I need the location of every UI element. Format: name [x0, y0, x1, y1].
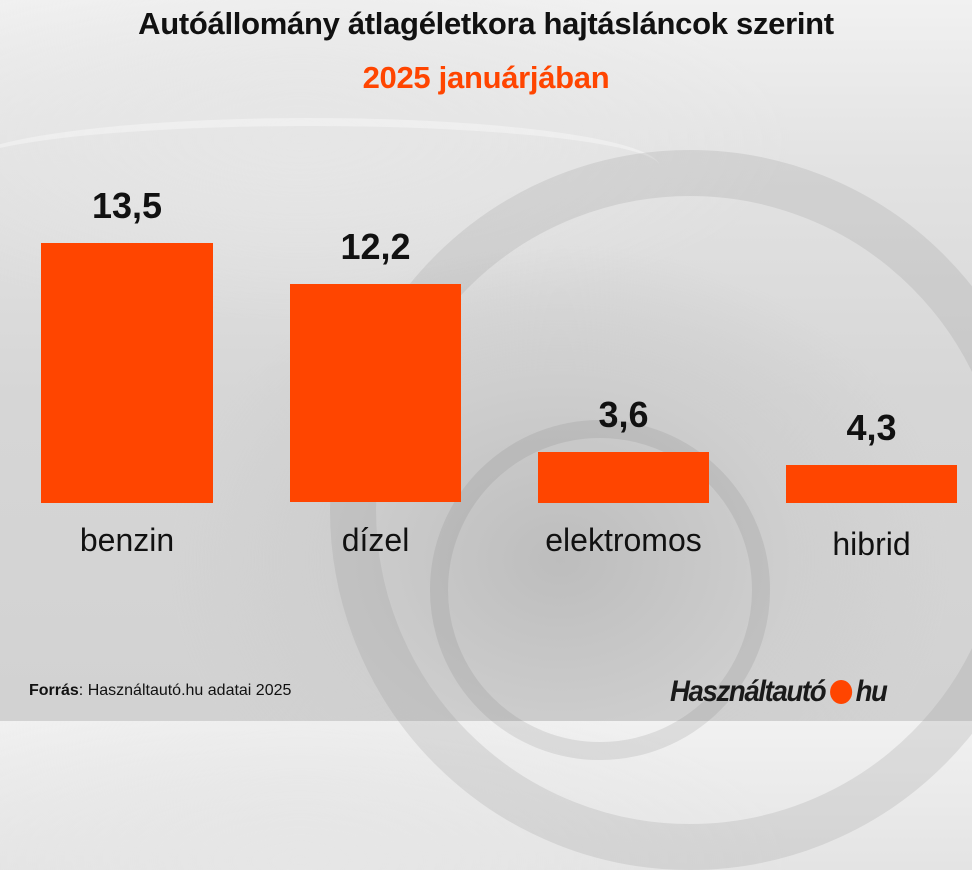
category-label-elektromos: elektromos — [545, 522, 702, 558]
value-label-benzin: 13,5 — [91, 185, 163, 226]
category-label-hibrid: hibrid — [832, 526, 911, 562]
logo-dot-icon — [829, 680, 852, 704]
source-text: : Használtautó.hu adatai 2025 — [78, 682, 292, 699]
category-label-dízel: dízel — [341, 522, 410, 558]
logo-text-left: Használtautó — [670, 675, 827, 708]
bar-elektromos — [538, 452, 709, 503]
chart-subtitle: 2025 januárjában — [362, 60, 610, 95]
logo-text-right: hu — [855, 675, 888, 708]
bar-dízel — [290, 284, 461, 502]
source-label: Forrás — [29, 682, 79, 699]
value-label-hibrid: 4,3 — [846, 407, 897, 448]
bar-hibrid — [786, 465, 957, 503]
background-car-contour — [0, 118, 660, 216]
hasznaltauto-logo: Használtautó hu — [670, 674, 888, 710]
chart-title: Autóállomány átlagéletkora hajtásláncok … — [138, 6, 834, 41]
value-label-dízel: 12,2 — [340, 226, 411, 267]
source-note: Forrás: Használtautó.hu adatai 2025 — [29, 682, 291, 700]
bar-benzin — [41, 243, 213, 503]
value-label-elektromos: 3,6 — [598, 394, 649, 435]
category-label-benzin: benzin — [79, 522, 175, 558]
